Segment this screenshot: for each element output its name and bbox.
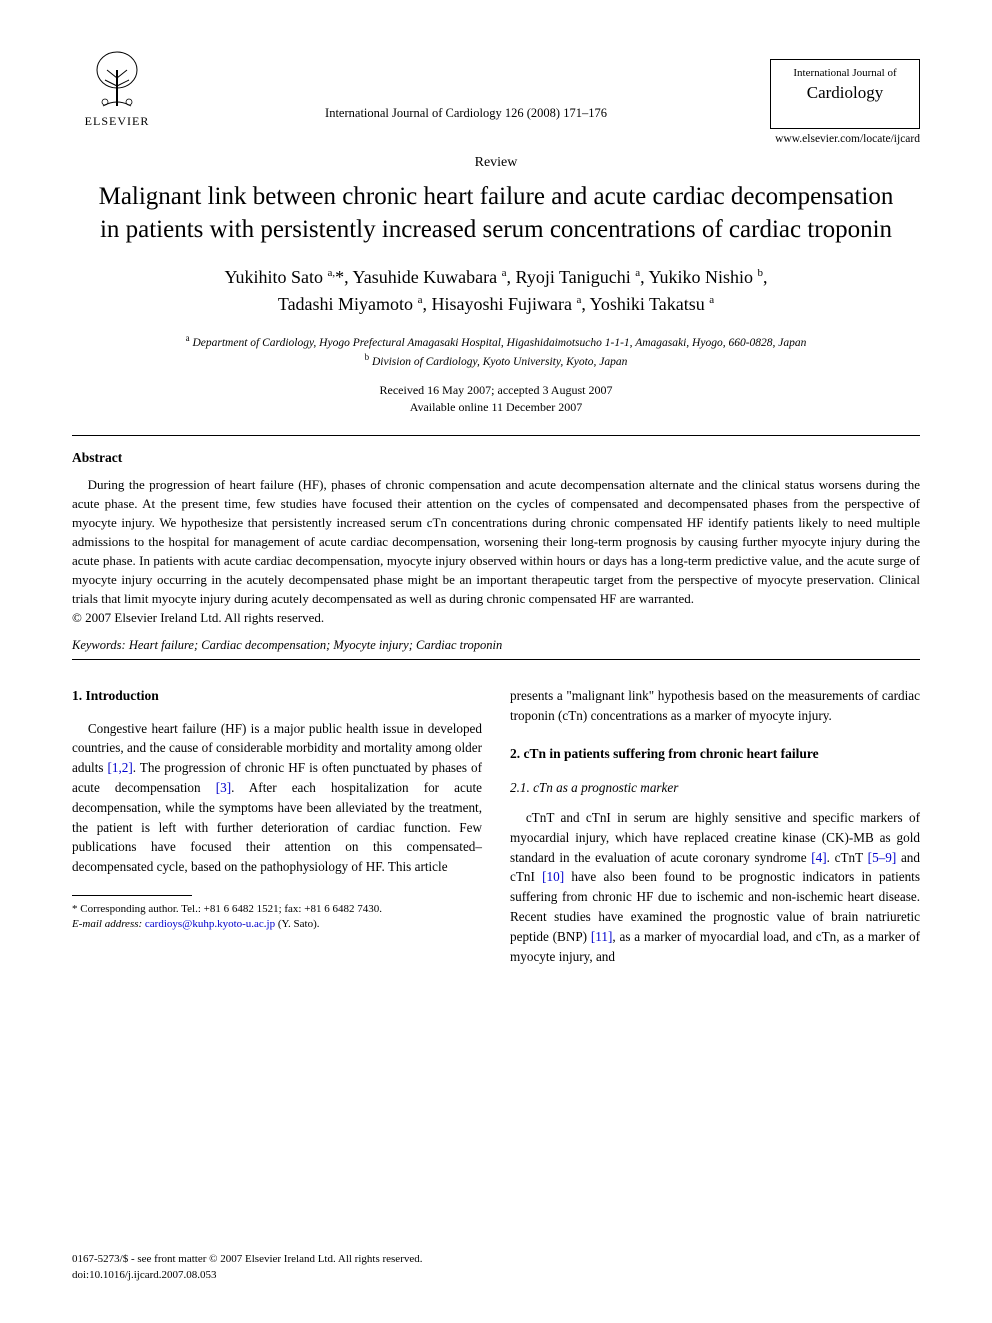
- footnote-divider: [72, 895, 192, 896]
- section-1-continuation: presents a "malignant link" hypothesis b…: [510, 686, 920, 726]
- divider: [72, 659, 920, 660]
- ref-link-3[interactable]: [3]: [216, 780, 231, 795]
- available-date: Available online 11 December 2007: [72, 399, 920, 416]
- author-list: Yukihito Sato a,*, Yasuhide Kuwabara a, …: [72, 264, 920, 318]
- page-footer: 0167-5273/$ - see front matter © 2007 El…: [72, 1252, 423, 1283]
- ref-link-5-9[interactable]: [5–9]: [868, 850, 897, 865]
- ref-link-1-2[interactable]: [1,2]: [107, 760, 132, 775]
- page-header: ELSEVIER International Journal of Cardio…: [72, 48, 920, 129]
- affiliations: a Department of Cardiology, Hyogo Prefec…: [72, 332, 920, 370]
- section-2-1-paragraph: cTnT and cTnI in serum are highly sensit…: [510, 808, 920, 966]
- footnote-email-line: E-mail address: cardioys@kuhp.kyoto-u.ac…: [72, 917, 482, 932]
- ref-link-10[interactable]: [10]: [542, 869, 564, 884]
- affiliation-a: a Department of Cardiology, Hyogo Prefec…: [72, 332, 920, 351]
- section-1-heading: 1. Introduction: [72, 686, 482, 706]
- abstract-heading: Abstract: [72, 450, 920, 466]
- email-link[interactable]: cardioys@kuhp.kyoto-u.ac.jp: [145, 918, 275, 930]
- section-2-1-heading: 2.1. cTn as a prognostic marker: [510, 778, 920, 798]
- article-type: Review: [72, 155, 920, 171]
- received-date: Received 16 May 2007; accepted 3 August …: [72, 382, 920, 399]
- article-dates: Received 16 May 2007; accepted 3 August …: [72, 382, 920, 416]
- authors-line-2: Tadashi Miyamoto a, Hisayoshi Fujiwara a…: [72, 291, 920, 318]
- ref-link-4[interactable]: [4]: [811, 850, 826, 865]
- column-left: 1. Introduction Congestive heart failure…: [72, 686, 482, 966]
- divider: [72, 435, 920, 436]
- article-title: Malignant link between chronic heart fai…: [92, 181, 900, 246]
- keywords-list: Heart failure; Cardiac decompensation; M…: [129, 638, 502, 652]
- affiliation-b: b Division of Cardiology, Kyoto Universi…: [72, 351, 920, 370]
- keywords-label: Keywords:: [72, 638, 126, 652]
- ref-link-11[interactable]: [11]: [591, 929, 612, 944]
- authors-line-1: Yukihito Sato a,*, Yasuhide Kuwabara a, …: [72, 264, 920, 291]
- journal-box-subtitle: International Journal of: [777, 66, 913, 80]
- abstract-copyright: © 2007 Elsevier Ireland Ltd. All rights …: [72, 610, 920, 626]
- publisher-logo: ELSEVIER: [72, 48, 162, 129]
- publisher-name: ELSEVIER: [85, 114, 150, 129]
- section-2-heading: 2. cTn in patients suffering from chroni…: [510, 744, 920, 764]
- footer-front-matter: 0167-5273/$ - see front matter © 2007 El…: [72, 1252, 423, 1267]
- abstract-text: During the progression of heart failure …: [72, 476, 920, 608]
- abstract-section: Abstract During the progression of heart…: [72, 450, 920, 626]
- body-columns: 1. Introduction Congestive heart failure…: [72, 686, 920, 966]
- journal-box-name: Cardiology: [777, 82, 913, 104]
- footnote-contact: * Corresponding author. Tel.: +81 6 6482…: [72, 902, 482, 917]
- footer-doi: doi:10.1016/j.ijcard.2007.08.053: [72, 1268, 423, 1283]
- elsevier-tree-icon: [85, 48, 149, 112]
- journal-cover-box: International Journal of Cardiology: [770, 59, 920, 129]
- section-1-paragraph: Congestive heart failure (HF) is a major…: [72, 719, 482, 877]
- email-label: E-mail address:: [72, 918, 142, 930]
- keywords: Keywords: Heart failure; Cardiac decompe…: [72, 638, 920, 653]
- journal-reference: International Journal of Cardiology 126 …: [162, 106, 770, 129]
- email-attribution: (Y. Sato).: [278, 918, 320, 930]
- corresponding-author-footnote: * Corresponding author. Tel.: +81 6 6482…: [72, 902, 482, 933]
- column-right: presents a "malignant link" hypothesis b…: [510, 686, 920, 966]
- journal-url[interactable]: www.elsevier.com/locate/ijcard: [72, 133, 920, 145]
